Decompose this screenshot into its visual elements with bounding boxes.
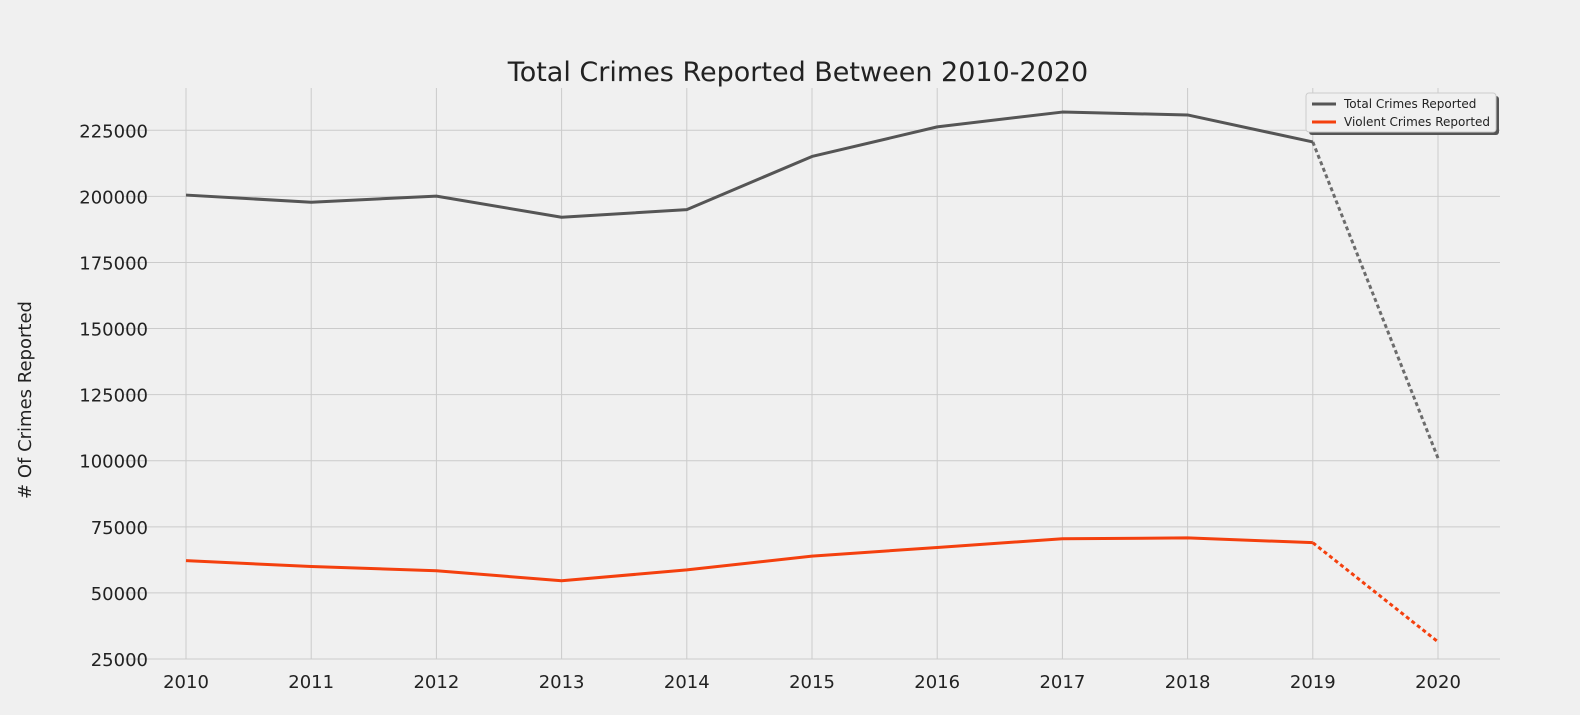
legend: Total Crimes Reported Violent Crimes Repo… bbox=[1305, 92, 1499, 135]
y-tick-label: 100000 bbox=[79, 452, 148, 473]
series-line-1 bbox=[185, 536, 1313, 583]
chart-title: Total Crimes Reported Between 2010-2020 bbox=[507, 57, 1088, 88]
x-tick-label: 2016 bbox=[914, 672, 960, 693]
y-tick-label: 25000 bbox=[91, 650, 148, 671]
y-tick-label: 150000 bbox=[79, 320, 148, 341]
x-tick-label: 2013 bbox=[539, 672, 585, 693]
y-tick-label: 175000 bbox=[79, 253, 148, 274]
x-tick-label: 2019 bbox=[1290, 672, 1336, 693]
x-tick-label: 2014 bbox=[664, 672, 710, 693]
y-tick-label: 75000 bbox=[91, 518, 148, 539]
x-tick-label: 2012 bbox=[413, 672, 459, 693]
legend-label: Total Crimes Reported bbox=[1343, 97, 1476, 111]
tick-labels: 25000 50000 75000 100000 125000 150000 175000 2… bbox=[79, 121, 1461, 693]
legend-label: Violent Crimes Reported bbox=[1344, 115, 1490, 129]
series-line-0 bbox=[185, 110, 1314, 219]
x-tick-label: 2015 bbox=[789, 672, 835, 693]
legend-box bbox=[1305, 92, 1497, 133]
y-tick-label: 50000 bbox=[91, 584, 148, 605]
grid-lines bbox=[122, 88, 1500, 660]
x-tick-label: 2011 bbox=[288, 672, 334, 693]
series-projection-line-1 bbox=[1311, 541, 1439, 643]
x-tick-label: 2020 bbox=[1415, 672, 1461, 693]
x-tick-label: 2010 bbox=[163, 672, 209, 693]
y-axis-label: # Of Crimes Reported bbox=[15, 301, 36, 499]
series-lines bbox=[185, 110, 1440, 643]
y-tick-label: 225000 bbox=[79, 121, 148, 142]
x-tick-label: 2017 bbox=[1039, 672, 1085, 693]
series-projection-line-0 bbox=[1311, 141, 1440, 459]
y-tick-label: 125000 bbox=[79, 386, 148, 407]
y-tick-label: 200000 bbox=[79, 187, 148, 208]
x-tick-label: 2018 bbox=[1165, 672, 1211, 693]
